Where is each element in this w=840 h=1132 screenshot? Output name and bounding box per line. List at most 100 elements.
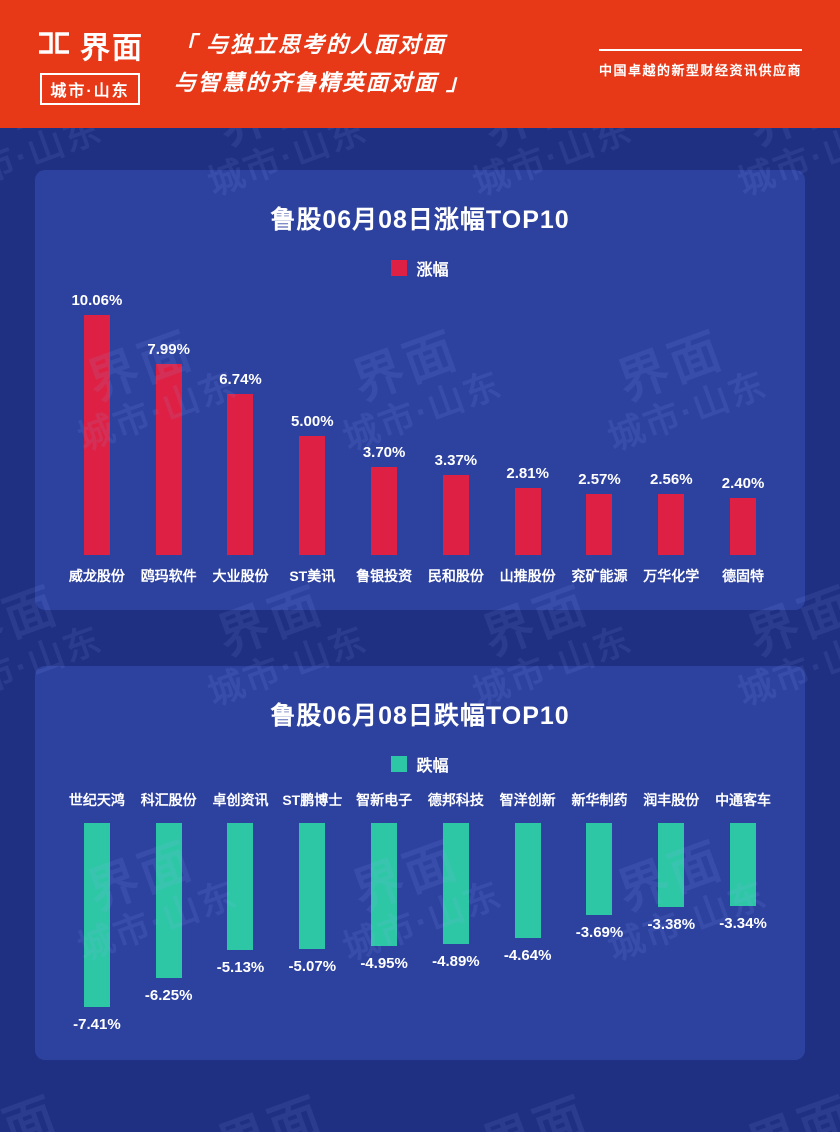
bar	[83, 315, 110, 555]
bar-category-label: 科汇股份	[140, 792, 197, 808]
bar-category-label: 智洋创新	[499, 792, 556, 808]
bar-value-label: 7.99%	[147, 341, 190, 358]
bar	[371, 467, 398, 555]
bar-column: 新华制药 -3.69%	[564, 790, 636, 941]
bar-column: 6.74% 大业股份	[205, 371, 277, 586]
bar-category-label: 世纪天鸿	[68, 792, 125, 808]
bar-value-label: 2.56%	[650, 471, 693, 488]
main-content: 鲁股06月08日涨幅TOP10 涨幅 10.06% 威龙股份 7.99% 鸥玛软件 6.…	[0, 128, 840, 1060]
gainers-card: 鲁股06月08日涨幅TOP10 涨幅 10.06% 威龙股份 7.99% 鸥玛软件 6.…	[35, 170, 805, 610]
bar-value-label: 2.57%	[578, 471, 621, 488]
bar	[299, 436, 326, 555]
bar-value-label: -7.41%	[73, 1016, 121, 1033]
bar-category-label: ST美讯	[289, 568, 336, 584]
bar-category-label: 民和股份	[427, 568, 484, 584]
bar	[730, 823, 757, 906]
bar-column: 5.00% ST美讯	[276, 413, 348, 586]
slogan-text: 中国卓越的新型财经资讯供应商	[598, 63, 802, 78]
bar-category-label: 万华化学	[643, 568, 700, 584]
bar-column: 卓创资讯 -5.13%	[205, 790, 277, 976]
bar	[83, 823, 110, 1007]
slogan-block: 中国卓越的新型财经资讯供应商	[598, 49, 802, 79]
bar-column: 3.70% 鲁银投资	[348, 444, 420, 586]
bar	[658, 494, 685, 555]
bar	[514, 488, 541, 555]
losers-legend-label: 跌幅	[416, 758, 449, 775]
bar-category-label: 德固特	[722, 568, 765, 584]
slogan-divider	[598, 49, 802, 51]
bar-column: 润丰股份 -3.38%	[635, 790, 707, 933]
bar-column: 7.99% 鸥玛软件	[133, 341, 205, 586]
bar-value-label: 3.37%	[434, 452, 478, 469]
bar-value-label: 10.06%	[71, 292, 123, 309]
bar	[442, 823, 469, 944]
bar-value-label: -3.69%	[575, 924, 624, 941]
bar	[155, 823, 182, 978]
bar-value-label: -6.25%	[144, 987, 193, 1004]
bar	[658, 823, 685, 907]
bar-value-label: 5.00%	[291, 413, 334, 430]
bar-category-label: 新华制药	[571, 792, 628, 808]
bar-category-label: 鸥玛软件	[140, 568, 197, 584]
bar-column: ST鹏博士 -5.07%	[276, 790, 348, 975]
losers-legend-swatch	[391, 756, 408, 772]
bar	[586, 494, 613, 555]
bar-value-label: -5.13%	[216, 959, 265, 976]
bar	[299, 823, 326, 949]
logo-main-text: 界面	[80, 32, 144, 65]
logo-sub-text: 城市·山东	[40, 73, 140, 105]
bar-column: 中通客车 -3.34%	[707, 790, 779, 932]
bar-column: 世纪天鸿 -7.41%	[61, 790, 133, 1033]
bar	[514, 823, 541, 938]
bar-column: 2.56% 万华化学	[635, 471, 707, 586]
bar-column: 智新电子 -4.95%	[348, 790, 420, 972]
jiemian-logo: 界面 城市·山东	[36, 23, 144, 105]
bar-category-label: 威龙股份	[68, 568, 125, 584]
bar-value-label: 2.40%	[721, 475, 765, 492]
bar	[227, 394, 254, 555]
bar-column: 3.37% 民和股份	[420, 452, 492, 586]
bar	[371, 823, 398, 946]
losers-legend: 跌幅	[57, 752, 783, 776]
jiemian-logo-icon	[36, 30, 72, 61]
watermark-line-1: 界面	[210, 1086, 332, 1132]
bar-category-label: 山推股份	[499, 568, 556, 584]
bar-column: 智洋创新 -4.64%	[492, 790, 564, 964]
bar	[155, 364, 182, 555]
bar-category-label: 中通客车	[715, 792, 772, 808]
bar-category-label: 兖矿能源	[571, 568, 628, 584]
bar-category-label: 卓创资讯	[212, 792, 269, 808]
losers-chart-title: 鲁股06月08日跌幅TOP10	[270, 702, 570, 730]
gainers-legend-swatch	[391, 260, 408, 276]
bar	[730, 498, 757, 555]
bar-value-label: 3.70%	[362, 444, 406, 461]
page-header: 界面 城市·山东 「 与独立思考的人面对面 与智慧的齐鲁精英面对面 」 中国卓越…	[0, 0, 840, 128]
bar-value-label: -3.38%	[647, 916, 696, 933]
bar-category-label: 大业股份	[212, 568, 269, 584]
bar-column: 2.81% 山推股份	[492, 465, 564, 586]
quote-line-1: 「 与独立思考的人面对面	[174, 31, 447, 57]
bar-value-label: 2.81%	[506, 465, 549, 482]
bar-value-label: -4.64%	[503, 947, 552, 964]
bar-category-label: 鲁银投资	[356, 568, 413, 584]
bar-value-label: -4.89%	[432, 953, 480, 970]
quote-line-2: 与智慧的齐鲁精英面对面 」	[174, 70, 471, 95]
bar-category-label: 润丰股份	[643, 792, 700, 808]
bar-category-label: ST鹏博士	[282, 792, 343, 808]
bar-column: 10.06% 威龙股份	[61, 292, 133, 586]
bar	[586, 823, 613, 915]
bar-category-label: 智新电子	[356, 792, 413, 808]
bar-category-label: 德邦科技	[427, 792, 484, 808]
watermark-line-1: 界面	[475, 1086, 597, 1132]
gainers-legend-label: 涨幅	[416, 262, 449, 279]
bar	[227, 823, 254, 950]
gainers-bar-chart: 10.06% 威龙股份 7.99% 鸥玛软件 6.74% 大业股份 5.00% ST美讯 3.7…	[57, 292, 783, 586]
watermark-line-1: 界面	[740, 1086, 840, 1132]
gainers-legend: 涨幅	[57, 256, 783, 280]
losers-card: 鲁股06月08日跌幅TOP10 跌幅 世纪天鸿 -7.41% 科汇股份 -6.25% 卓…	[35, 666, 805, 1060]
bar-column: 科汇股份 -6.25%	[133, 790, 205, 1004]
